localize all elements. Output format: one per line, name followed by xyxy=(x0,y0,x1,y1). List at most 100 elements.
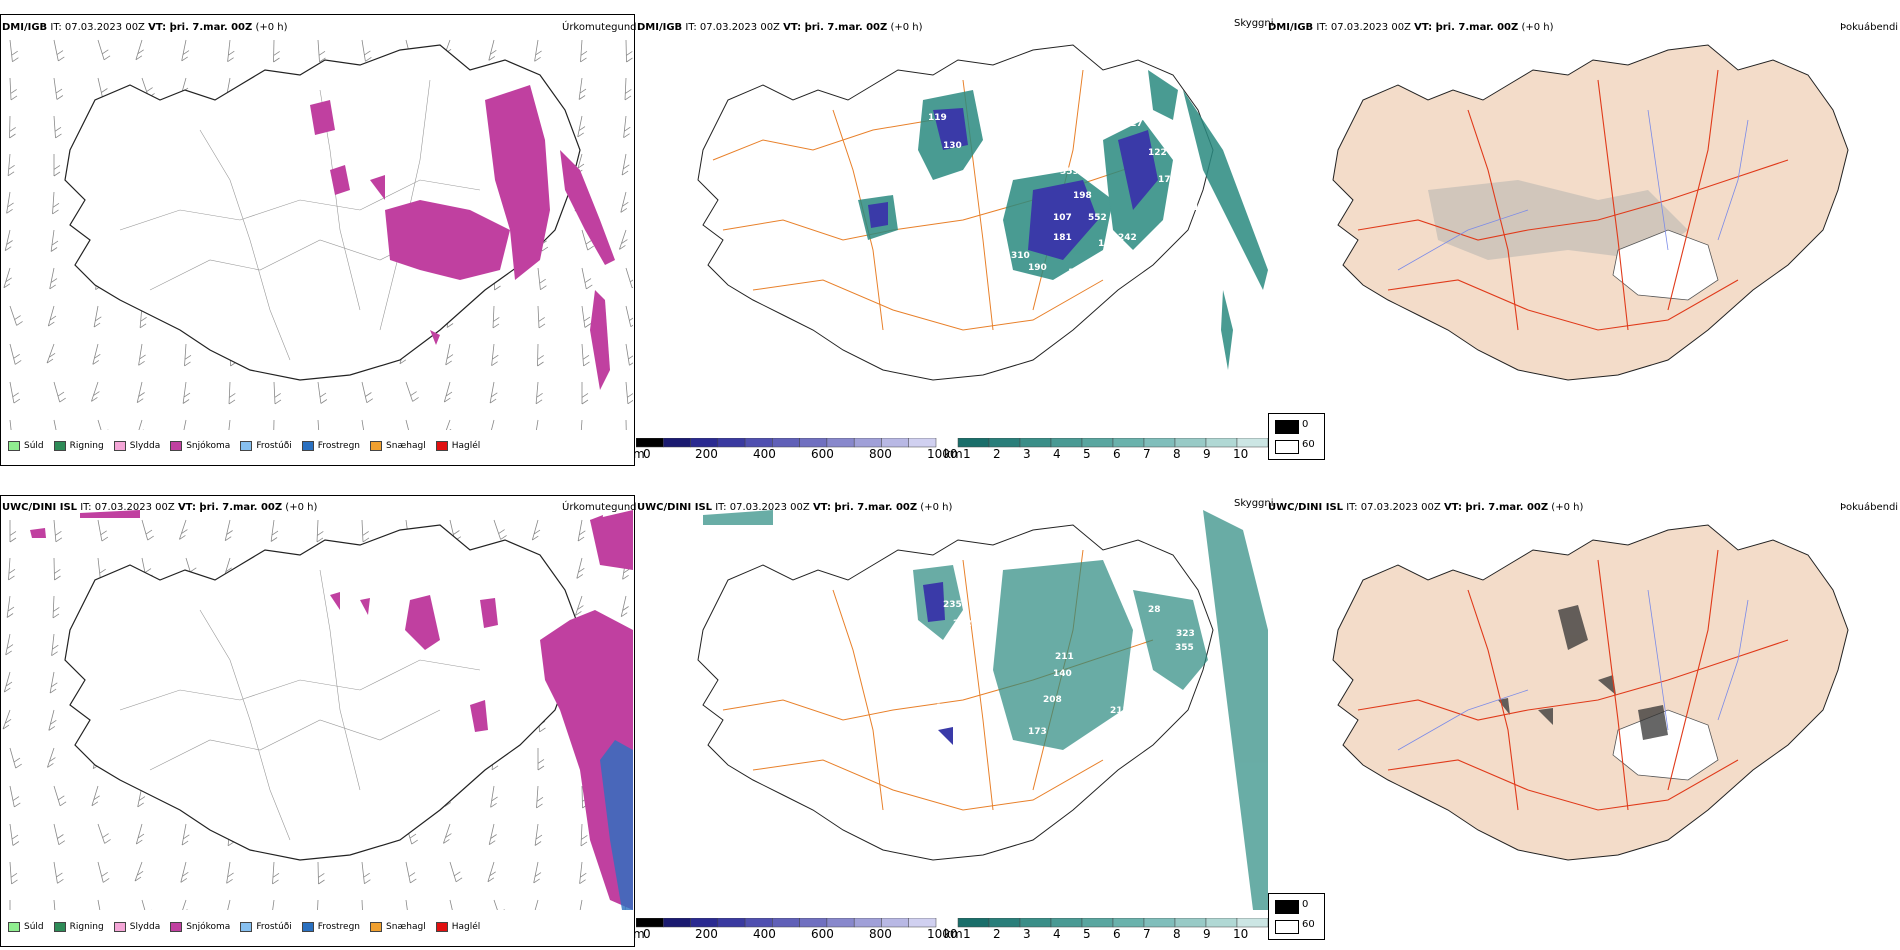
colorbar-tick: 400 xyxy=(753,447,776,461)
colorbar-tick: 8 xyxy=(1173,927,1181,941)
colorbar-tick: 1000 xyxy=(927,927,958,941)
colorbar-segment xyxy=(1112,438,1145,448)
wind-barb xyxy=(449,899,453,910)
colorbar-tick: 0 xyxy=(643,927,651,941)
wind-barb xyxy=(536,785,544,809)
fog-title: Þokuábendi xyxy=(1840,22,1899,33)
wind-barb xyxy=(9,861,18,885)
fog-map-dmi xyxy=(1332,44,1849,381)
wind-barb xyxy=(317,39,326,63)
vis-value-label: 359 xyxy=(1060,167,1079,177)
colorbar-segment xyxy=(744,918,773,928)
precip-legend-dmi: Súld Rigning Slydda Snjókoma Frostúði Frostre… xyxy=(8,441,480,451)
wind-barb xyxy=(224,519,233,542)
vis-value-label: 323 xyxy=(1176,629,1195,639)
wind-barb xyxy=(9,381,21,404)
legend-item: Súld xyxy=(8,441,44,451)
vis-value-label: 209 xyxy=(913,183,932,193)
wind-barb xyxy=(3,671,13,693)
wind-barb xyxy=(491,419,497,430)
wind-barb xyxy=(5,633,14,656)
wind-barb xyxy=(91,785,100,807)
colorbar-tick: 600 xyxy=(811,927,834,941)
colorbar-segment xyxy=(1050,438,1083,448)
legend-swatch xyxy=(8,441,20,451)
colorbar-tick: 5 xyxy=(1083,927,1091,941)
vis-value-label: 122 xyxy=(1148,148,1167,158)
wind-barb xyxy=(9,115,16,139)
wind-barb xyxy=(579,861,587,885)
colorbar-tick: 6 xyxy=(1113,447,1121,461)
legend-item: Slydda xyxy=(113,441,160,451)
vis-value-label: 198 xyxy=(1073,191,1092,201)
vis-value-label: 135 xyxy=(941,195,960,205)
wind-barb xyxy=(141,519,154,541)
legend-item: Snjókoma xyxy=(170,922,230,932)
legend-item: Snæhagl xyxy=(370,922,426,932)
colorbar-tick: 3 xyxy=(1023,447,1031,461)
wind-barb xyxy=(534,899,540,910)
wind-barb xyxy=(97,519,109,542)
wind-barb xyxy=(180,861,189,883)
precip-map-dmi xyxy=(3,39,633,430)
colorbar-segment xyxy=(1205,438,1238,448)
vis-value-label: 151 xyxy=(838,245,857,255)
legend-swatch xyxy=(53,441,66,451)
legend-swatch xyxy=(370,441,383,451)
fog-map-uwc xyxy=(1332,524,1849,861)
wind-barb xyxy=(625,343,633,366)
legend-label: Frostregn xyxy=(317,441,361,451)
wind-barb xyxy=(53,381,66,403)
wind-barb xyxy=(9,747,22,769)
legend-swatch xyxy=(113,441,126,451)
vis-value-label: 208 xyxy=(1043,695,1062,705)
vis-value-label: 355 xyxy=(1175,643,1194,653)
wind-barb xyxy=(227,39,235,63)
vis-value-label: 167 xyxy=(1173,208,1192,218)
colorbar-segment xyxy=(957,438,990,448)
wind-barb xyxy=(228,419,231,430)
wind-barb xyxy=(493,899,505,910)
vis-value-label: 108 xyxy=(1081,268,1100,278)
wind-barb xyxy=(226,861,234,884)
vis-value-label: 180 xyxy=(838,228,857,238)
vis-header-uwc: UWC/DINI ISL IT: 07.03.2023 00Z VT: þri.… xyxy=(637,502,953,513)
legend-item: Slydda xyxy=(113,922,160,932)
colorbar-tick: 2 xyxy=(993,927,1001,941)
wind-barb xyxy=(46,343,56,364)
legend-item: Snjókoma xyxy=(170,441,230,451)
colorbar-segment xyxy=(1081,918,1114,928)
wind-barb xyxy=(9,419,12,430)
vis-value-label: 140 xyxy=(1053,669,1072,679)
wind-barb xyxy=(577,115,586,138)
fog-title-2: Þokuábendi xyxy=(1840,502,1899,513)
wind-barb xyxy=(581,229,594,251)
colorbar-segment xyxy=(1174,438,1207,448)
vis-value-label: 135 xyxy=(1068,268,1087,278)
colorbar-segment xyxy=(663,438,691,448)
wind-barb xyxy=(9,77,18,101)
colorbar-segment xyxy=(799,918,828,928)
wind-barb xyxy=(533,861,542,884)
colorbar-segment xyxy=(1174,918,1207,928)
wind-barb xyxy=(405,861,417,884)
colorbar-tick: 1 xyxy=(963,447,971,461)
wind-barb xyxy=(9,520,17,543)
colorbar-segment xyxy=(690,438,719,448)
wind-barb xyxy=(53,115,62,139)
wind-barb xyxy=(492,305,500,329)
colorbar-tick: 3 xyxy=(1023,927,1031,941)
wind-barb xyxy=(580,39,588,63)
fog-header-uwc: UWC/DINI ISL IT: 07.03.2023 00Z VT: þri.… xyxy=(1268,502,1584,513)
wind-barb xyxy=(443,381,453,403)
precip-legend-uwc: Súld Rigning Slydda Snjókoma Frostúði Frostre… xyxy=(8,922,480,932)
vis-value-label: 200 xyxy=(948,175,967,185)
colorbar-segment xyxy=(772,918,800,928)
colorbar-segment xyxy=(744,438,773,448)
vis-value-label: 242 xyxy=(1118,233,1137,243)
colorbar-segment xyxy=(1205,918,1238,928)
colorbar-segment xyxy=(853,438,882,448)
wind-barb xyxy=(493,519,507,540)
colorbar-segment xyxy=(717,438,746,448)
wind-barb xyxy=(443,823,452,844)
